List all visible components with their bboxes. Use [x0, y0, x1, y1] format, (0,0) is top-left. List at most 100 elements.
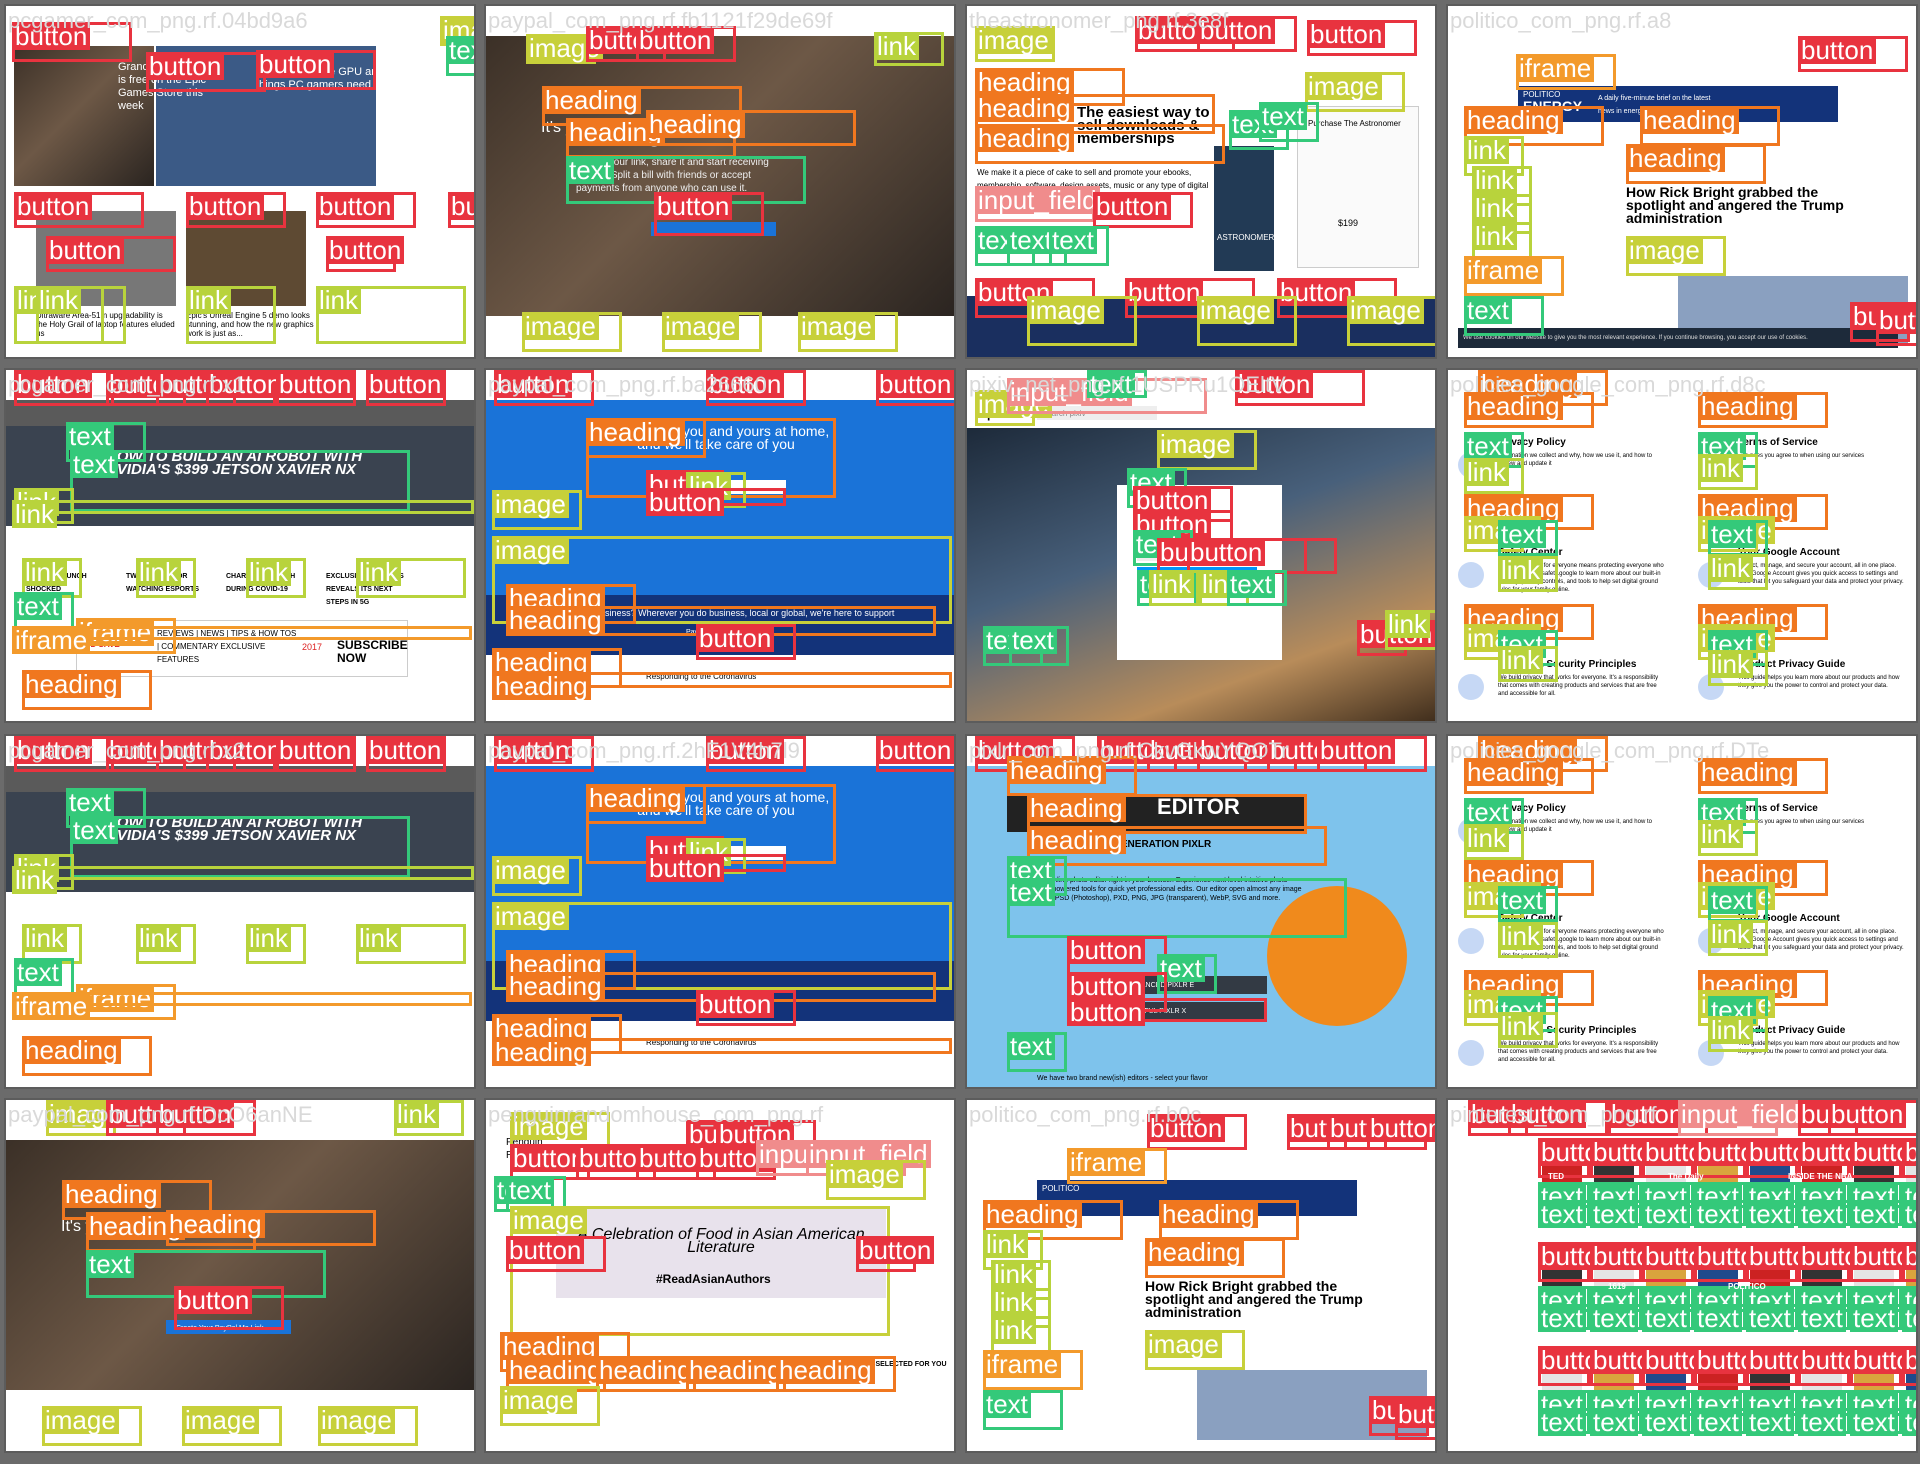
- annotation-button-box[interactable]: button: [448, 192, 474, 228]
- annotation-button-box[interactable]: button: [186, 192, 286, 228]
- annotation-link-box[interactable]: link: [356, 924, 466, 964]
- annotation-link-box[interactable]: link: [36, 286, 126, 344]
- annotation-button-box[interactable]: button: [1093, 192, 1193, 228]
- annotation-link-box[interactable]: link: [246, 924, 306, 964]
- annotation-button-box[interactable]: button: [1067, 936, 1167, 976]
- annotation-button-box[interactable]: button: [316, 192, 416, 228]
- annotation-button-box[interactable]: button: [12, 22, 132, 62]
- annotation-button-box[interactable]: button: [1876, 306, 1916, 346]
- annotation-link-box[interactable]: link: [1698, 820, 1758, 856]
- annotation-button-box[interactable]: button: [1798, 36, 1908, 72]
- annotation-button-box[interactable]: button: [1798, 1346, 1877, 1386]
- annotation-input-field-box[interactable]: input_field: [1678, 1100, 1803, 1136]
- annotation-button-box[interactable]: button: [1197, 16, 1297, 52]
- annotation-button-box[interactable]: button: [646, 488, 786, 516]
- annotation-link-box[interactable]: link: [186, 286, 276, 344]
- annotation-button-box[interactable]: button: [46, 236, 176, 272]
- annotation-button-box[interactable]: button: [654, 192, 764, 236]
- annotation-button-box[interactable]: button: [1608, 1100, 1708, 1136]
- annotation-button-box[interactable]: button: [366, 370, 446, 406]
- annotation-link-box[interactable]: link: [1472, 222, 1532, 262]
- annotation-link-box[interactable]: link: [1464, 824, 1524, 860]
- annotation-button-box[interactable]: button: [1902, 1242, 1916, 1282]
- annotation-button-box[interactable]: button: [1538, 1242, 1617, 1282]
- annotation-link-box[interactable]: link: [1708, 650, 1768, 686]
- annotation-button-box[interactable]: button: [1508, 1100, 1608, 1136]
- annotation-button-box[interactable]: button: [1642, 1242, 1721, 1282]
- annotation-button-box[interactable]: button: [146, 52, 266, 92]
- annotation-link-box[interactable]: link: [1498, 556, 1558, 592]
- annotation-button-box[interactable]: button: [1902, 1346, 1916, 1386]
- annotation-button-box[interactable]: button: [1125, 278, 1255, 318]
- annotation-button-box[interactable]: button: [696, 624, 796, 660]
- annotation-link-box[interactable]: link: [1498, 646, 1558, 682]
- annotation-button-box[interactable]: button: [636, 26, 736, 62]
- annotation-link-box[interactable]: link: [12, 500, 474, 528]
- annotation-button-box[interactable]: button: [1850, 1346, 1916, 1386]
- annotation-button-box[interactable]: button: [1694, 1346, 1773, 1386]
- annotation-link-box[interactable]: link: [1498, 922, 1558, 958]
- annotation-button-box[interactable]: button: [1187, 538, 1337, 574]
- annotation-button-box[interactable]: button: [1147, 1114, 1247, 1150]
- annotation-button-box[interactable]: button: [1235, 370, 1365, 406]
- annotation-link-box[interactable]: link: [991, 1316, 1051, 1356]
- annotation-button-box[interactable]: button: [276, 736, 356, 772]
- annotation-button-box[interactable]: button: [876, 370, 954, 406]
- annotation-button-box[interactable]: button: [1307, 20, 1417, 56]
- annotation-link-box[interactable]: link: [356, 558, 466, 598]
- annotation-button-box[interactable]: button: [326, 236, 405, 272]
- annotation-button-box[interactable]: button: [1317, 736, 1427, 772]
- annotation-button-box[interactable]: button: [1367, 1114, 1435, 1150]
- annotation-button-box[interactable]: button: [706, 736, 806, 772]
- annotation-button-box[interactable]: button: [706, 370, 806, 406]
- annotation-link-box[interactable]: link: [316, 286, 466, 344]
- annotation-button-box[interactable]: button: [14, 370, 114, 406]
- annotation-input-field-box[interactable]: input_field: [975, 186, 1100, 222]
- annotation-link-box[interactable]: link: [1708, 554, 1768, 590]
- annotation-button-box[interactable]: button: [14, 192, 144, 228]
- annotation-button-box[interactable]: button: [1850, 1242, 1916, 1282]
- annotation-link-box[interactable]: link: [136, 924, 196, 964]
- annotation-link-box[interactable]: link: [874, 32, 944, 66]
- annotation-link-box[interactable]: link: [991, 1288, 1051, 1328]
- annotation-button-box[interactable]: button: [366, 736, 446, 772]
- annotation-link-box[interactable]: link: [1698, 454, 1758, 490]
- annotation-button-box[interactable]: button: [1538, 1346, 1617, 1386]
- annotation-link-box[interactable]: link: [1385, 610, 1435, 650]
- annotation-button-box[interactable]: button: [506, 1236, 606, 1272]
- annotation-button-box[interactable]: button: [856, 1236, 935, 1272]
- annotation-button-box[interactable]: button: [1590, 1346, 1669, 1386]
- annotation-button-box[interactable]: button: [256, 50, 376, 90]
- annotation-link-box[interactable]: link: [136, 558, 196, 598]
- annotation-button-box[interactable]: button: [1538, 1138, 1617, 1178]
- annotation-button-box[interactable]: button: [1850, 1138, 1916, 1178]
- annotation-button-box[interactable]: button: [276, 370, 356, 406]
- annotation-button-box[interactable]: button: [174, 1286, 284, 1330]
- annotation-link-box[interactable]: link: [394, 1100, 464, 1136]
- annotation-button-box[interactable]: button: [1590, 1242, 1669, 1282]
- annotation-link-box[interactable]: link: [1149, 570, 1199, 606]
- annotation-link-box[interactable]: link: [1498, 1012, 1558, 1048]
- annotation-button-box[interactable]: button: [1902, 1138, 1916, 1178]
- annotation-button-box[interactable]: button: [646, 854, 786, 882]
- annotation-button-box[interactable]: button: [1798, 1242, 1877, 1282]
- annotation-link-box[interactable]: link: [12, 866, 474, 894]
- annotation-button-box[interactable]: button: [1197, 736, 1297, 772]
- annotation-button-box[interactable]: button: [1642, 1346, 1721, 1386]
- annotation-button-box[interactable]: button: [1067, 998, 1267, 1026]
- annotation-link-box[interactable]: link: [1464, 458, 1524, 494]
- annotation-button-box[interactable]: button: [494, 370, 594, 406]
- annotation-button-box[interactable]: button: [1746, 1346, 1825, 1386]
- annotation-button-box[interactable]: button: [876, 736, 954, 772]
- create-link-button[interactable]: [651, 222, 776, 236]
- annotation-button-box[interactable]: button: [696, 990, 796, 1026]
- annotation-button-box[interactable]: button: [206, 370, 285, 406]
- annotation-button-box[interactable]: button: [206, 736, 285, 772]
- annotation-button-box[interactable]: button: [1590, 1138, 1669, 1178]
- annotation-link-box[interactable]: link: [246, 558, 306, 598]
- annotation-button-box[interactable]: button: [494, 736, 594, 772]
- annotation-button-box[interactable]: button: [1828, 1100, 1916, 1136]
- annotation-link-box[interactable]: link: [1464, 136, 1524, 176]
- annotation-button-box[interactable]: button: [1746, 1242, 1825, 1282]
- annotation-button-box[interactable]: button: [1395, 1400, 1435, 1440]
